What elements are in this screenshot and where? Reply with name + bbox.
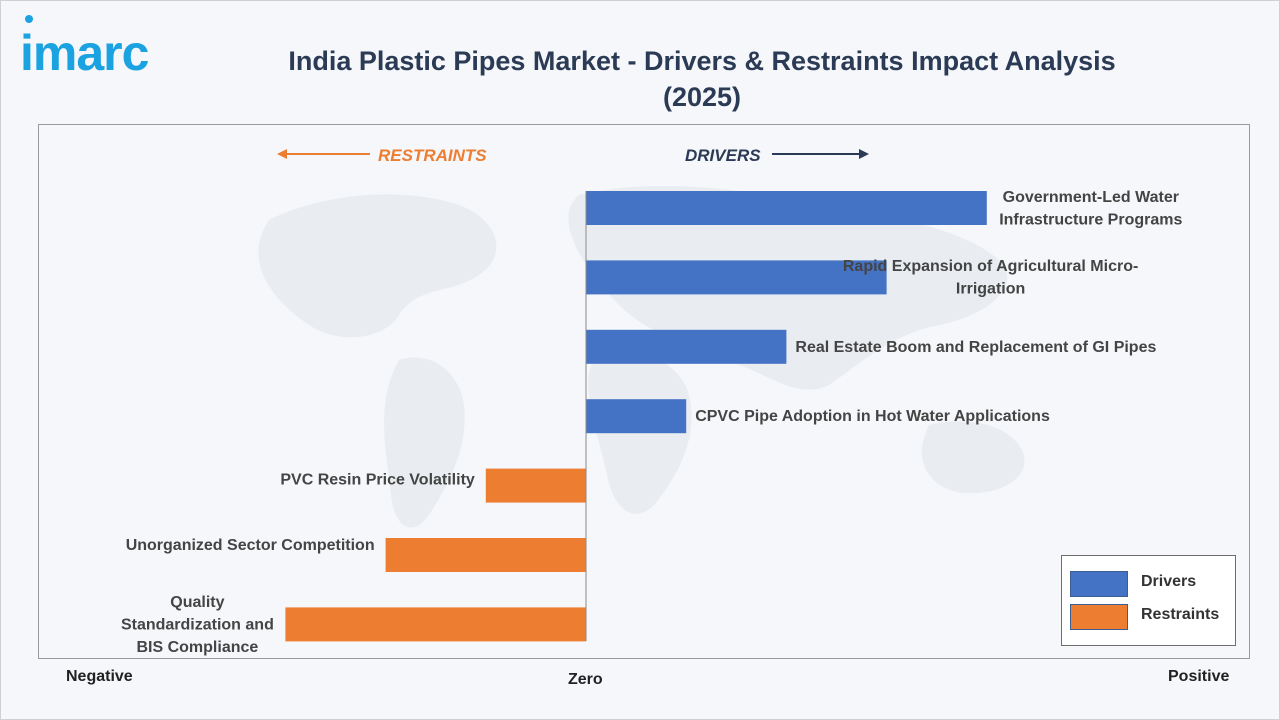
axis-label-zero: Zero	[568, 671, 603, 688]
bar-3	[586, 329, 787, 364]
bar-label-line: PVC Resin Price Volatility	[280, 472, 475, 489]
bar-label-7: Quality Standardization and BIS Compliance	[121, 594, 274, 656]
bar-4	[586, 399, 687, 434]
chart-title-line-1: India Plastic Pipes Market - Drivers & R…	[288, 46, 1116, 76]
bar-1	[586, 191, 987, 225]
bar-7	[285, 607, 586, 642]
bar-label-line: Real Estate Boom and Replacement of GI P…	[795, 339, 1156, 356]
restraints-arrow	[277, 149, 370, 159]
bar-label-line: Quality	[170, 594, 224, 611]
bar-label-3: Real Estate Boom and Replacement of GI P…	[795, 339, 1156, 356]
chart-title: India Plastic Pipes Market - Drivers & R…	[240, 43, 1164, 115]
bar-label-line: CPVC Pipe Adoption in Hot Water Applicat…	[695, 408, 1050, 425]
legend-swatch-drivers	[1070, 571, 1128, 597]
bar-6	[385, 538, 586, 572]
bar-label-line: Irrigation	[956, 281, 1025, 298]
chart-title-line-2: (2025)	[662, 82, 742, 112]
plot-area: RESTRAINTS DRIVERS Government-Led Water Inf…	[38, 124, 1250, 659]
bar-label-4: CPVC Pipe Adoption in Hot Water Applicat…	[695, 408, 1050, 425]
legend-swatch-restraints	[1070, 604, 1128, 630]
drivers-direction-label: DRIVERS	[685, 146, 761, 165]
bar-label-line: Infrastructure Programs	[999, 211, 1182, 228]
bar-chart: RESTRAINTS DRIVERS Government-Led Water Inf…	[121, 146, 1183, 656]
axis-label-positive: Positive	[1168, 668, 1230, 685]
bar-2	[586, 260, 887, 295]
bar-label-line: Government-Led Water	[1003, 189, 1179, 206]
imarc-logo: imarc	[20, 25, 149, 81]
bar-5	[485, 468, 586, 503]
bar-label-5: PVC Resin Price Volatility	[280, 472, 475, 489]
drivers-arrow-head	[859, 149, 869, 159]
bar-label-2: Rapid Expansion of Agricultural Micro- Ir…	[843, 258, 1138, 298]
bar-label-line: BIS Compliance	[136, 639, 258, 656]
drivers-arrow	[772, 149, 869, 159]
bar-label-line: Rapid Expansion of Agricultural Micro-	[843, 258, 1138, 275]
axis-label-negative: Negative	[66, 668, 133, 685]
legend-label-restraints: Restraints	[1141, 606, 1220, 623]
legend: Drivers Restraints	[1061, 555, 1236, 646]
logo-dot	[25, 15, 33, 23]
restraints-arrow-head	[277, 149, 287, 159]
restraints-direction-label: RESTRAINTS	[378, 146, 487, 165]
bar-label-line: Standardization and	[121, 616, 274, 633]
bar-label-6: Unorganized Sector Competition	[126, 537, 375, 554]
bar-label-1: Government-Led Water Infrastructure Progr…	[999, 189, 1182, 229]
legend-label-drivers: Drivers	[1141, 573, 1197, 590]
bar-label-line: Unorganized Sector Competition	[126, 537, 375, 554]
